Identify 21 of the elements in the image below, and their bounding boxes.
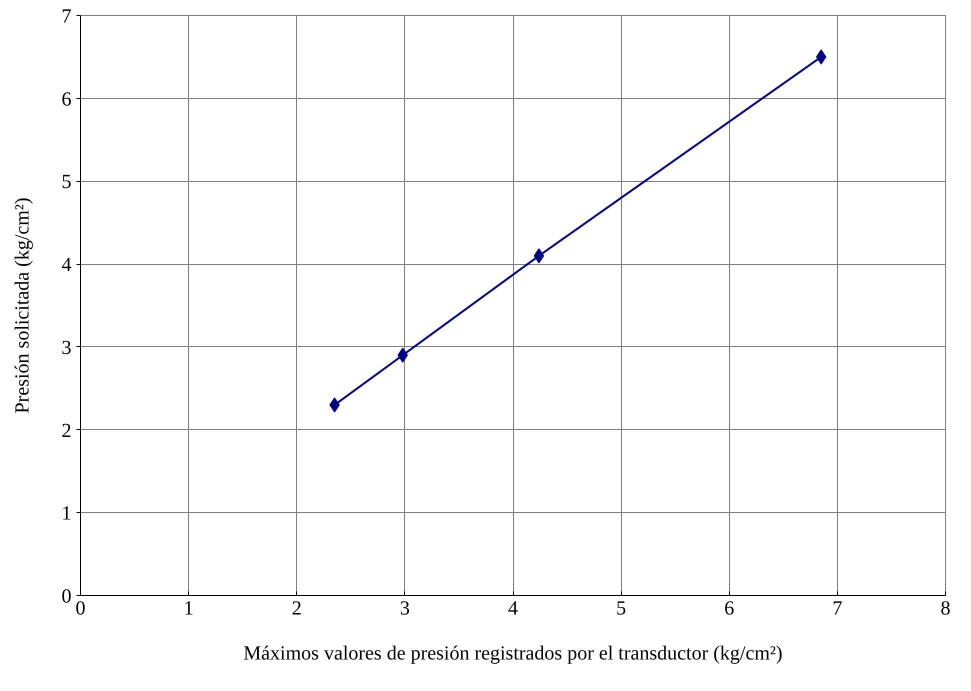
point: [534, 248, 544, 264]
x-tick-label: 1: [184, 598, 194, 620]
x-axis-title: Máximos valores de presión registrados por el transductor (kg/cm²): [243, 642, 783, 664]
y-tick-label: 3: [62, 336, 72, 359]
y-axis-title: Presión solicitada (kg/cm²): [12, 198, 34, 414]
x-tick-label: 3: [400, 598, 410, 620]
y-tick-label: 1: [62, 502, 72, 525]
x-tick-label: 4: [508, 598, 518, 620]
y-tick-label: 2: [62, 420, 72, 442]
x-tick-label: 2: [292, 598, 302, 620]
x-tick-label: 7: [832, 598, 842, 620]
x-tick-label: 0: [76, 598, 86, 620]
x-tick-label: 5: [616, 598, 626, 620]
point: [329, 397, 340, 412]
x-tick-label: 8: [940, 598, 950, 620]
y-tick-label: 6: [62, 88, 72, 110]
point: [816, 49, 826, 64]
y-tick-label: 5: [62, 171, 72, 194]
y-tick-label: 7: [62, 6, 72, 28]
x-tick-label: 6: [724, 598, 734, 620]
y-tick-label: 4: [62, 254, 72, 276]
